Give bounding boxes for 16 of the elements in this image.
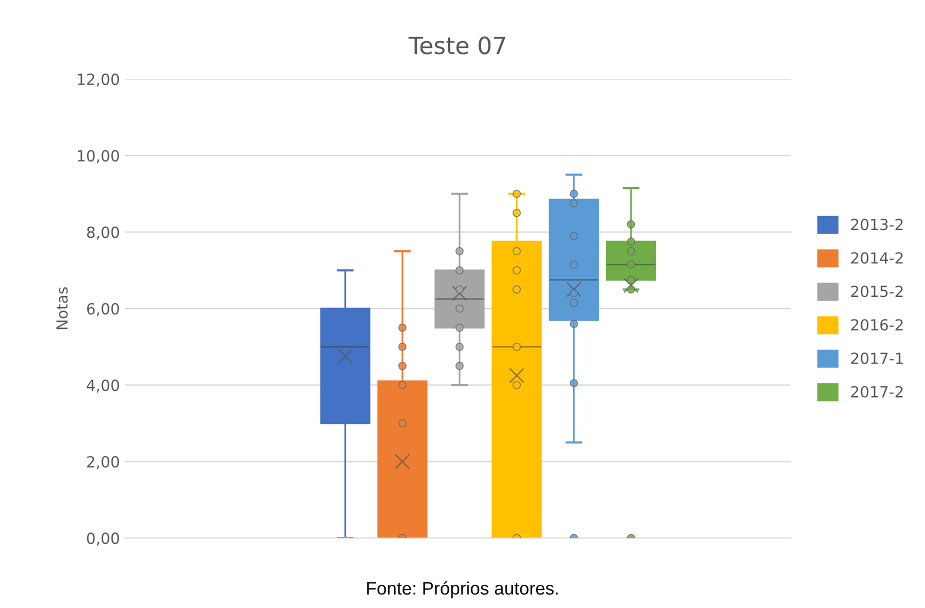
y-tick-label: 6,00: [87, 303, 119, 316]
y-axis-title: Notas: [56, 287, 68, 330]
legend-label: 2017-1: [851, 352, 903, 364]
legend-label: 2015-2: [851, 286, 903, 298]
legend-label: 2016-2: [851, 319, 903, 331]
y-tick-label: 2,00: [87, 456, 119, 470]
y-tick-label: 12,00: [78, 74, 119, 87]
chart-title: Teste 07: [408, 36, 506, 54]
y-tick-label: 8,00: [87, 226, 119, 240]
y-tick-label: 0,00: [87, 532, 119, 546]
legend-label: 2014-2: [851, 252, 903, 264]
source-note: Fonte: Próprios autores.: [367, 581, 558, 598]
y-tick-label: 4,00: [86, 380, 119, 393]
y-tick-label: 10,00: [78, 150, 119, 164]
legend-label: 2017-2: [851, 386, 903, 398]
legend-label: 2013-2: [851, 218, 903, 230]
